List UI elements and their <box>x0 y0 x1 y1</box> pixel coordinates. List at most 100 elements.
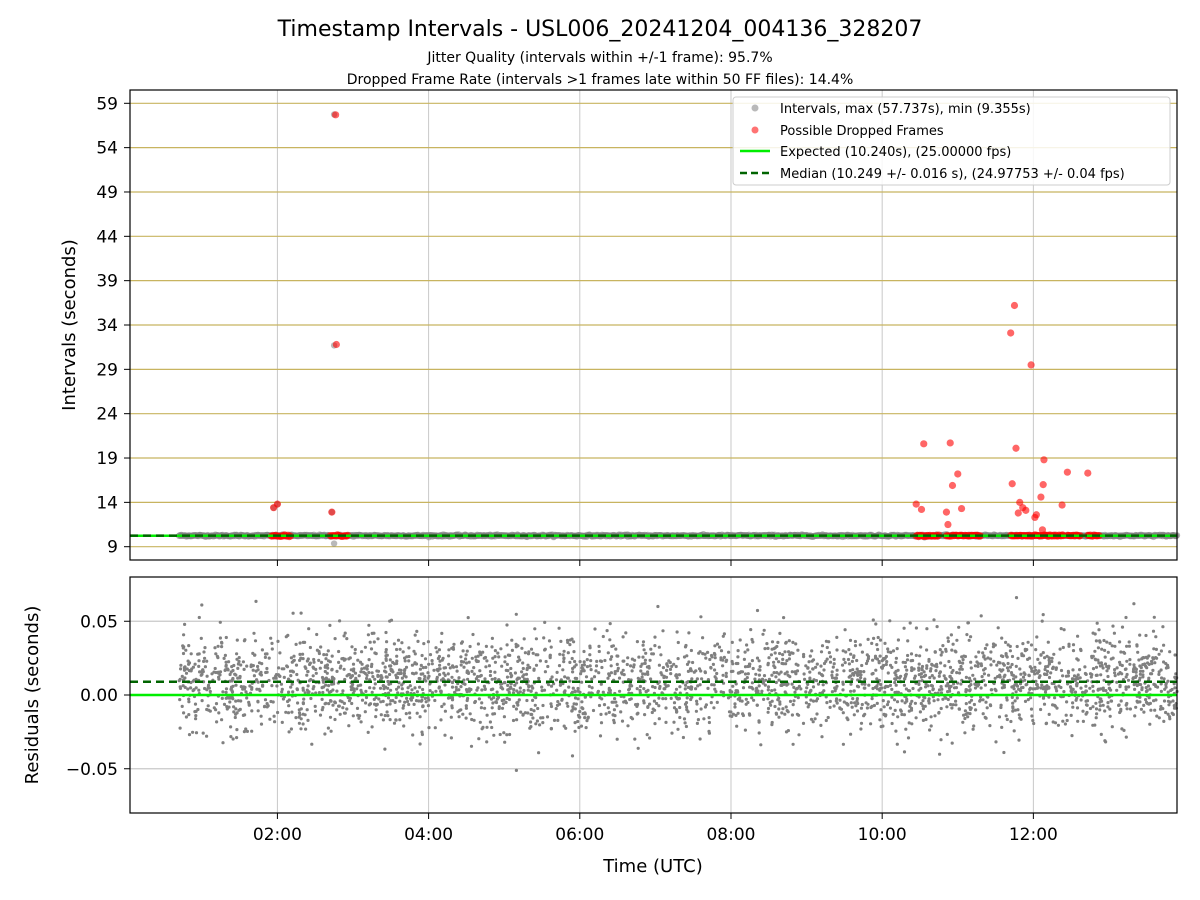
residual-point <box>319 645 323 649</box>
y-tick-label: 0.00 <box>80 686 118 706</box>
residual-point <box>610 655 614 659</box>
residual-point <box>280 687 284 692</box>
residual-point <box>570 637 574 641</box>
residual-point <box>642 687 646 691</box>
residual-point <box>542 688 547 692</box>
residual-point <box>958 660 962 665</box>
residual-point <box>875 684 879 688</box>
residual-point <box>197 688 201 692</box>
residual-point <box>1109 699 1113 703</box>
residual-point <box>1112 631 1116 635</box>
residual-point <box>811 667 815 671</box>
dropped-frame-point <box>1063 468 1071 476</box>
residual-point <box>953 649 957 653</box>
residual-point <box>610 700 614 704</box>
residual-point <box>410 663 414 667</box>
residual-point <box>187 700 191 704</box>
residual-point <box>629 697 633 701</box>
residual-point <box>703 652 707 656</box>
residual-point <box>541 721 545 725</box>
residual-point <box>770 640 775 644</box>
residual-point <box>368 686 372 690</box>
residual-point <box>333 637 337 641</box>
residual-point <box>879 725 883 729</box>
residual-point <box>309 696 313 701</box>
residual-point <box>1001 654 1005 659</box>
residual-point <box>807 660 811 664</box>
residual-point <box>859 676 863 680</box>
residual-point <box>751 666 755 671</box>
residual-point <box>928 728 932 732</box>
residual-point <box>1125 659 1129 663</box>
residual-point <box>722 632 727 636</box>
residual-point <box>1091 631 1095 635</box>
residual-point <box>853 639 858 644</box>
residual-point <box>1061 719 1065 723</box>
residual-point <box>879 665 884 669</box>
residual-point <box>290 669 294 673</box>
residual-point <box>762 674 767 678</box>
residual-point <box>606 706 610 710</box>
residual-point <box>408 716 412 720</box>
residual-point <box>624 701 629 705</box>
residual-point <box>1019 672 1023 676</box>
residual-point <box>968 689 972 693</box>
residual-point <box>394 718 398 722</box>
residual-point <box>331 703 335 707</box>
residual-point <box>545 715 550 719</box>
residual-point <box>946 697 950 702</box>
residual-point <box>782 616 786 620</box>
residual-point <box>550 675 554 679</box>
residual-point <box>599 659 604 664</box>
residual-point <box>750 696 754 700</box>
residual-point <box>507 697 511 702</box>
residual-point <box>220 645 224 649</box>
residual-point <box>1157 672 1161 677</box>
residual-point <box>910 722 914 726</box>
residual-point <box>917 666 921 670</box>
residual-point <box>662 687 666 691</box>
residual-point <box>646 705 650 710</box>
residual-point <box>759 743 763 747</box>
residual-point <box>860 663 864 668</box>
residual-point <box>1105 669 1109 673</box>
residual-point <box>194 686 198 690</box>
residual-point <box>920 667 924 671</box>
residual-point <box>187 669 191 673</box>
residual-point <box>585 658 589 662</box>
residual-point <box>302 697 306 701</box>
residual-point <box>806 666 810 670</box>
residual-point <box>462 665 466 669</box>
residual-point <box>797 684 802 689</box>
residual-point <box>767 677 772 681</box>
residual-point <box>512 704 516 709</box>
residual-point <box>755 703 759 707</box>
residual-point <box>651 685 655 689</box>
residual-point <box>650 652 654 656</box>
residual-point <box>724 674 728 679</box>
residual-point <box>245 664 249 668</box>
residual-point <box>321 690 325 695</box>
residual-point <box>719 656 723 660</box>
residual-point <box>453 690 457 695</box>
residual-point <box>1154 656 1158 660</box>
residual-point <box>376 669 381 673</box>
residual-point <box>291 690 295 694</box>
residual-point <box>784 705 788 709</box>
residual-point <box>1108 707 1112 711</box>
residual-point <box>922 670 926 674</box>
residual-point <box>398 647 402 651</box>
residual-point <box>1034 679 1038 683</box>
residual-point <box>969 660 973 664</box>
residual-point <box>259 722 264 726</box>
residual-point <box>411 695 415 700</box>
residual-point <box>645 733 649 737</box>
residual-point <box>234 707 238 711</box>
legend-intervals-label: Intervals, max (57.737s), min (9.355s) <box>780 102 1031 117</box>
residual-point <box>289 674 293 678</box>
residual-point <box>187 697 191 701</box>
residual-point <box>917 682 921 687</box>
residual-point <box>884 662 888 667</box>
residual-point <box>684 643 688 648</box>
residual-point <box>622 700 626 704</box>
